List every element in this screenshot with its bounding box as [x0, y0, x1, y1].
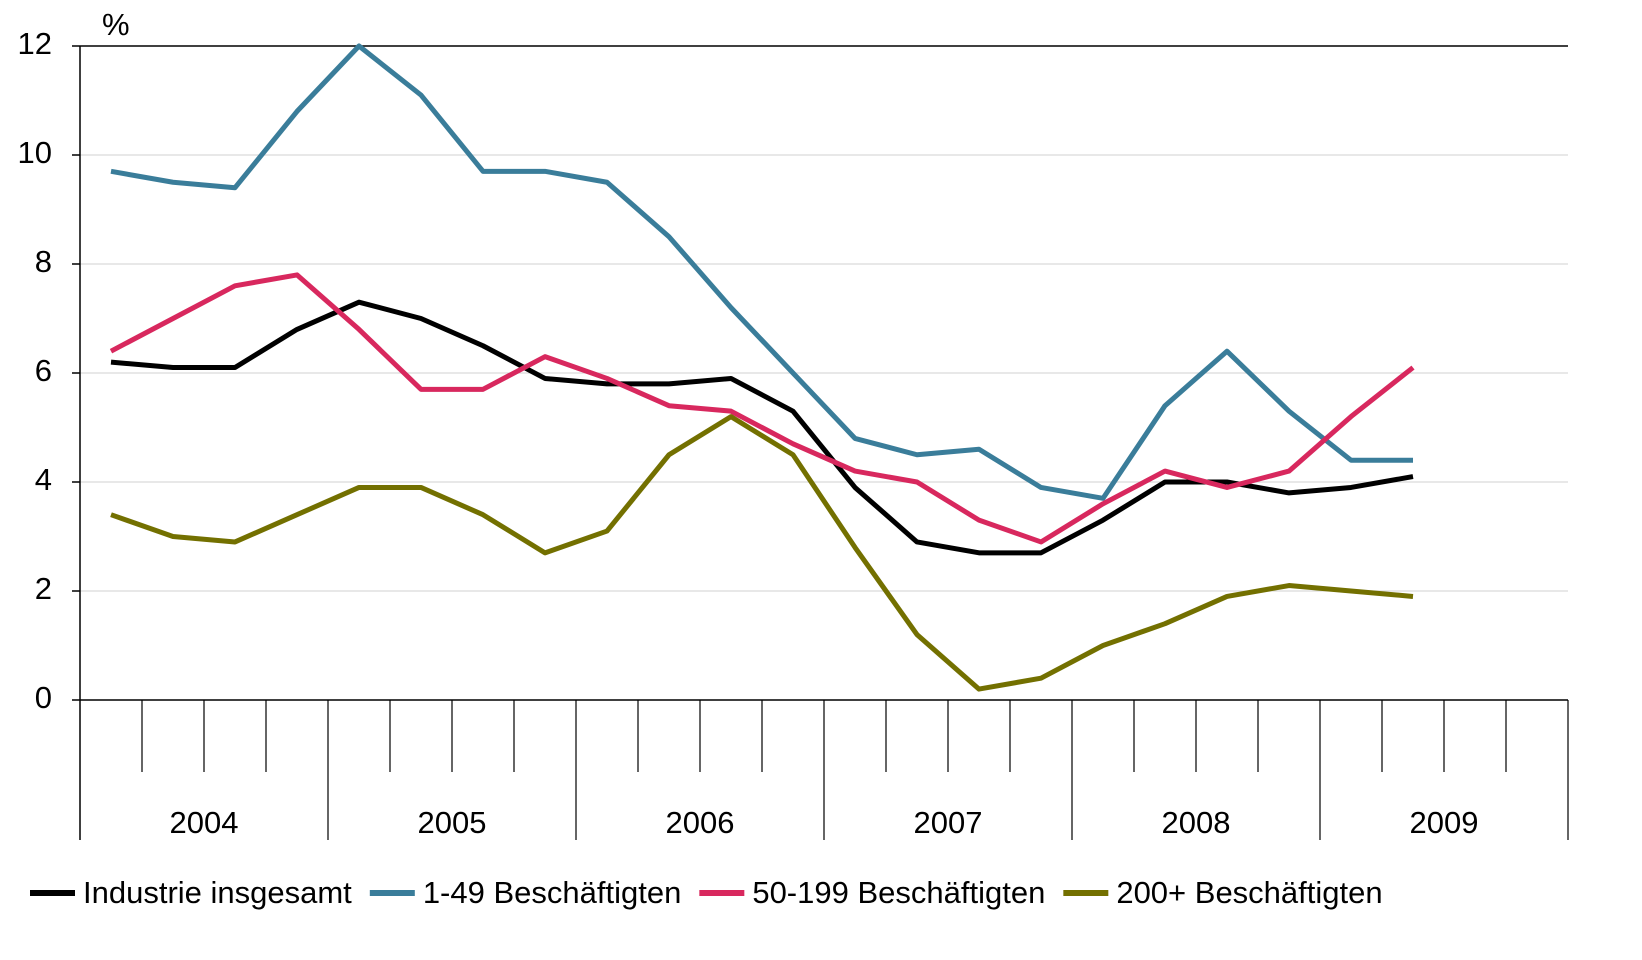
- y-tick-label: 0: [35, 680, 52, 715]
- y-tick-label: 8: [35, 244, 52, 279]
- legend-label: Industrie insgesamt: [83, 875, 352, 910]
- y-tick-label: 2: [35, 571, 52, 606]
- x-tick-label: 2005: [418, 805, 487, 840]
- y-unit-label: %: [102, 7, 130, 42]
- series-line: [110, 414, 1414, 692]
- y-tick-label: 4: [35, 462, 52, 497]
- x-tick-label: 2009: [1410, 805, 1479, 840]
- legend-label: 200+ Beschäftigten: [1116, 875, 1382, 910]
- y-tick-label: 10: [18, 135, 52, 170]
- x-tick-label: 2007: [914, 805, 983, 840]
- legend-label: 50-199 Beschäftigten: [752, 875, 1045, 910]
- x-tick-label: 2008: [1162, 805, 1231, 840]
- x-tick-label: 2004: [170, 805, 239, 840]
- series-line: [110, 43, 1413, 501]
- legend-label: 1-49 Beschäftigten: [423, 875, 682, 910]
- series-line: [109, 272, 1415, 545]
- y-tick-label: 12: [18, 26, 52, 61]
- x-tick-label: 2006: [666, 805, 735, 840]
- series-line: [110, 299, 1414, 556]
- y-tick-label: 6: [35, 353, 52, 388]
